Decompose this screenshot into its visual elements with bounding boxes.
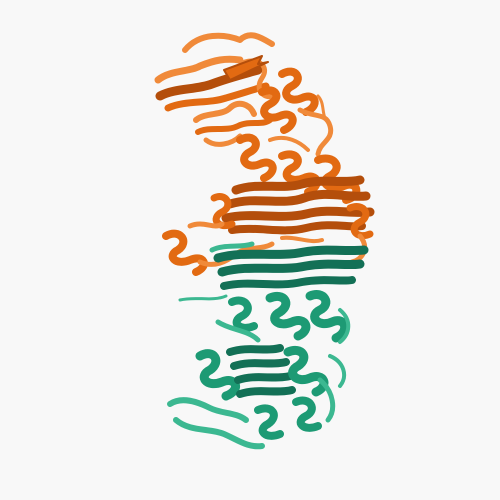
green-upper-sheet: [178, 241, 369, 302]
orange-chain: [154, 32, 375, 276]
green-chain: [167, 241, 369, 450]
green-lower-domain: [167, 344, 347, 450]
green-middle-helices: [215, 290, 351, 344]
orange-helix-bundle: [236, 67, 334, 182]
orange-middle-domain: [210, 150, 375, 265]
